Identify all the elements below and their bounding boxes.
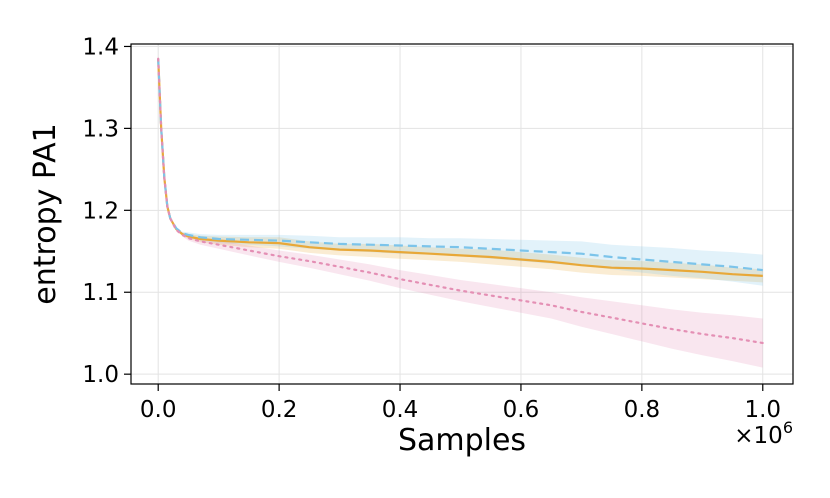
x-offset-base: ×10 xyxy=(734,423,783,449)
x-tick-label: 0.0 xyxy=(140,397,177,423)
y-axis-ticks: 1.0 1.1 1.2 1.3 1.4 xyxy=(82,34,131,388)
x-axis-label: Samples xyxy=(398,423,526,458)
x-axis-offset-label: ×106 xyxy=(734,418,793,449)
x-axis-ticks: 0.0 0.2 0.4 0.6 0.8 1.0 xyxy=(140,384,781,423)
series-3-line xyxy=(157,57,764,345)
y-tick-label: 1.1 xyxy=(82,280,119,306)
series-2-band xyxy=(158,58,763,286)
x-tick-label: 0.4 xyxy=(382,397,419,423)
x-tick-label: 1.0 xyxy=(744,397,781,423)
series-2-line xyxy=(157,58,763,272)
plot-frame xyxy=(130,43,794,385)
x-tick-label: 0.2 xyxy=(261,397,298,423)
y-tick-label: 1.0 xyxy=(82,362,119,388)
grid-lines xyxy=(131,44,793,384)
series-3-band xyxy=(158,58,763,368)
y-tick-label: 1.4 xyxy=(82,34,119,60)
confidence-bands xyxy=(158,58,763,368)
y-tick-label: 1.2 xyxy=(82,198,119,224)
series-1-line xyxy=(157,58,763,277)
x-offset-exponent: 6 xyxy=(783,418,793,437)
series-lines xyxy=(157,57,764,345)
x-tick-label: 0.6 xyxy=(503,397,540,423)
y-axis-label: entropy PA1 xyxy=(28,123,63,304)
x-tick-label: 0.8 xyxy=(624,397,661,423)
y-tick-label: 1.3 xyxy=(82,116,119,142)
